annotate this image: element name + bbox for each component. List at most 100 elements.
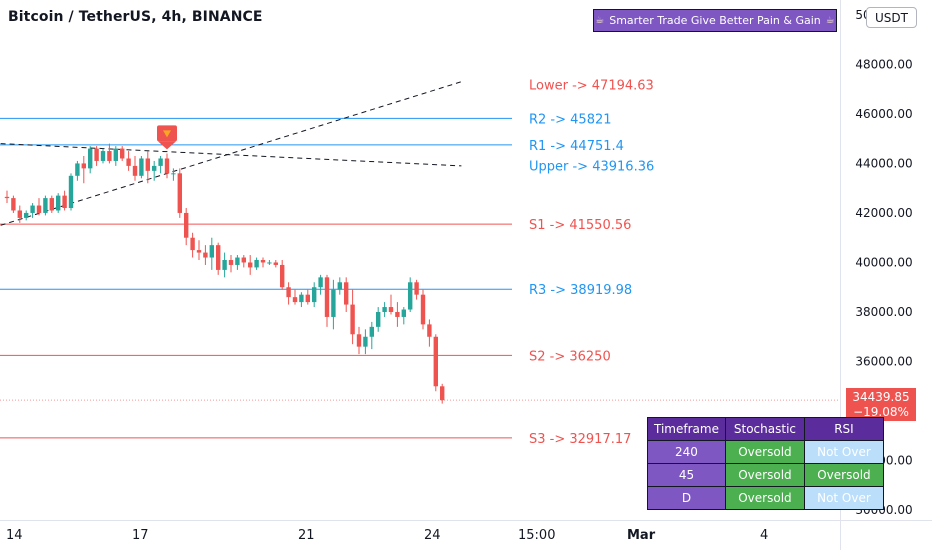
candle xyxy=(286,287,291,298)
indicator-banner: ☕ Smarter Trade Give Better Pain & Gain … xyxy=(593,9,837,32)
candle xyxy=(56,195,61,211)
candle xyxy=(24,212,29,218)
stochastic-cell: Oversold xyxy=(724,463,805,487)
coffee-cup-icon: ☕ xyxy=(825,15,835,26)
y-tick-label: 48000.00 xyxy=(855,57,912,71)
banner-text: Smarter Trade Give Better Pain & Gain xyxy=(609,14,821,27)
y-tick-label: 46000.00 xyxy=(855,107,912,121)
header-stochastic: Stochastic xyxy=(724,417,805,441)
candle xyxy=(350,304,355,335)
resistance-label: R1 -> 44751.4 xyxy=(529,139,624,154)
candle xyxy=(17,210,22,218)
candle xyxy=(337,282,342,290)
candle xyxy=(408,282,413,310)
candle xyxy=(132,165,138,176)
candle xyxy=(395,312,400,317)
candle xyxy=(260,260,266,263)
candle xyxy=(280,264,285,288)
candle xyxy=(43,198,48,213)
candle xyxy=(177,173,182,213)
support-label: S2 -> 36250 xyxy=(529,349,611,364)
candle xyxy=(216,245,221,270)
resistance-label: R3 -> 38919.98 xyxy=(529,283,632,298)
stochastic-cell: Oversold xyxy=(724,440,805,464)
trendline xyxy=(0,143,462,167)
candle xyxy=(164,158,170,174)
candle xyxy=(190,237,195,251)
last-price-tag: 34439.85 −19.08% xyxy=(846,388,916,421)
stochastic-cell: Oversold xyxy=(724,486,805,510)
y-tick-label: 44000.00 xyxy=(855,156,912,170)
candle xyxy=(4,196,10,199)
candle xyxy=(331,289,336,317)
resistance-label: R2 -> 45821 xyxy=(529,112,612,127)
candle xyxy=(401,309,406,317)
x-tick-label: 15:00 xyxy=(518,528,556,543)
candle xyxy=(318,277,323,288)
candle xyxy=(68,175,74,208)
last-price-value: 34439.85 xyxy=(852,390,910,404)
candle xyxy=(241,257,246,263)
candle xyxy=(363,336,368,347)
x-tick-label: Mar xyxy=(627,528,656,543)
status-table: Timeframe Stochastic RSI 240 Oversold No… xyxy=(647,417,884,510)
candle xyxy=(248,262,253,268)
candle xyxy=(171,173,176,175)
sell-signal-pointer xyxy=(158,141,176,150)
x-tick-label: 21 xyxy=(298,528,315,543)
rsi-cell: Not Over xyxy=(803,486,884,510)
candle xyxy=(88,148,93,169)
support-label: S1 -> 41550.56 xyxy=(529,218,631,233)
candle xyxy=(369,326,374,337)
candle xyxy=(62,195,67,208)
x-tick-label: 4 xyxy=(760,528,769,543)
candle xyxy=(440,386,445,401)
candle xyxy=(267,262,272,264)
support-label: S3 -> 32917.17 xyxy=(529,432,631,447)
candle xyxy=(292,297,298,303)
candle xyxy=(120,148,125,159)
candle xyxy=(382,307,387,312)
header-timeframe: Timeframe xyxy=(647,417,726,441)
candle xyxy=(100,151,106,161)
candle xyxy=(152,165,157,171)
table-row: 240 Oversold Not Over xyxy=(647,440,884,464)
candle xyxy=(36,205,42,213)
candle xyxy=(75,163,80,176)
candle xyxy=(158,158,163,166)
candle xyxy=(324,277,330,317)
candle xyxy=(203,252,208,258)
candle xyxy=(11,198,16,211)
candle xyxy=(254,260,259,268)
label_only-label: Upper -> 43916.36 xyxy=(529,159,654,174)
table-row: 45 Oversold Oversold xyxy=(647,463,884,487)
candle xyxy=(30,205,35,213)
currency-button[interactable]: USDT xyxy=(866,7,917,28)
candle xyxy=(305,294,310,303)
candle xyxy=(222,260,227,270)
candle xyxy=(427,324,432,337)
candle xyxy=(273,262,278,265)
table-row: D Oversold Not Over xyxy=(647,486,884,510)
x-tick-label: 24 xyxy=(424,528,441,543)
last-price-change: −19.08% xyxy=(853,405,909,419)
timeframe-cell: 45 xyxy=(647,463,726,487)
candle xyxy=(356,334,362,347)
candle xyxy=(94,148,99,161)
candle xyxy=(235,257,240,265)
candle xyxy=(196,250,202,253)
coffee-cup-icon: ☕ xyxy=(595,15,605,26)
header-rsi: RSI xyxy=(803,417,884,441)
candle xyxy=(184,212,189,238)
candle xyxy=(81,163,86,169)
candle xyxy=(126,158,131,166)
sell-arrow-icon xyxy=(163,130,171,138)
candle xyxy=(145,158,150,171)
candle xyxy=(107,151,112,161)
y-tick-label: 36000.00 xyxy=(855,355,912,369)
candle xyxy=(344,282,349,305)
symbol-title: Bitcoin / TetherUS, 4h, BINANCE xyxy=(8,9,263,25)
candle xyxy=(209,245,214,258)
